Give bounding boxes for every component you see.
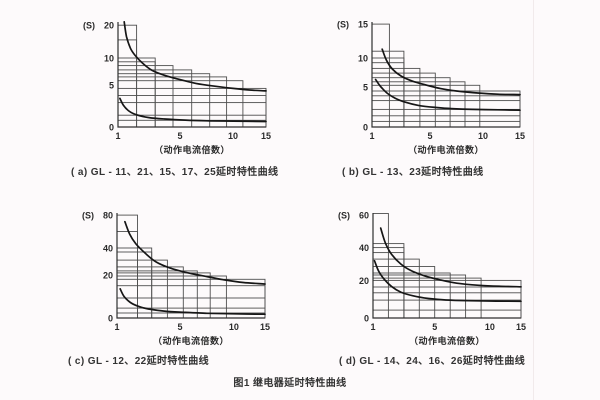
svg-text:15: 15 [260,322,270,332]
svg-text:(S): (S) [83,21,95,31]
svg-text:5: 5 [177,322,182,332]
svg-text:0: 0 [109,123,114,133]
svg-text:40: 40 [359,243,369,253]
svg-text:20: 20 [103,271,113,281]
svg-text:5: 5 [427,131,432,141]
figure-panel-d: 0 20 40 60 (S) 1 5 10 15 （动作电流倍数） ( d) GL - 14、24… [333,205,533,367]
svg-text:（动作电流倍数）: （动作电流倍数） [409,335,485,346]
svg-text:80: 80 [103,211,113,221]
chart-c-caption: ( c) GL - 12、22延时特性曲线 [68,356,210,367]
svg-text:(S): (S) [338,211,350,221]
svg-text:15: 15 [358,20,368,30]
figure-panel-a: 0 5 10 20 (S) 1 5 10 15 （动作电流倍数） ( a) GL - 11、21、… [71,14,278,178]
chart-d-caption: ( d) GL - 14、24、16、26延时特性曲线 [339,356,526,367]
svg-text:（动作电流倍数）: （动作电流倍数） [408,144,484,155]
svg-text:60: 60 [359,211,369,221]
figure-panel-b: 0 5 10 15 (S) 1 5 10 15 （动作电流倍数） ( b) GL - 13、23延… [332,14,532,178]
chart-a-caption: ( a) GL - 11、21、15、17、25延时特性曲线 [71,167,279,178]
svg-text:10: 10 [358,54,368,64]
upper-limit-curve [379,227,522,288]
page-edge-line [533,0,534,400]
svg-text:0: 0 [363,123,368,133]
svg-text:(S): (S) [337,20,349,30]
svg-text:1: 1 [114,322,119,332]
svg-text:（动作电流倍数）: （动作电流倍数） [153,335,229,346]
upper-limit-curve [381,48,521,96]
upper-limit-curve [123,21,267,92]
svg-text:40: 40 [103,244,113,254]
chart-b-caption: ( b) GL - 13、23延时特性曲线 [342,167,484,178]
svg-text:20: 20 [104,21,114,31]
svg-text:5: 5 [177,131,182,141]
svg-text:20: 20 [359,276,369,286]
svg-text:10: 10 [104,54,114,64]
svg-text:15: 15 [515,131,525,141]
svg-text:(S): (S) [82,211,94,221]
lower-limit-curve [373,259,522,303]
figure-title: 图1 继电器延时特性曲线 [233,378,347,389]
lower-limit-curve [374,78,521,112]
svg-text:15: 15 [261,131,271,141]
svg-text:1: 1 [369,131,374,141]
svg-text:5: 5 [432,322,437,332]
svg-text:（动作电流倍数）: （动作电流倍数） [154,144,230,155]
svg-text:1: 1 [370,322,375,332]
svg-text:10: 10 [229,322,239,332]
svg-text:5: 5 [109,81,114,91]
lower-limit-curve [119,97,267,123]
lower-limit-curve [119,288,266,316]
svg-text:0: 0 [108,314,113,324]
svg-text:0: 0 [364,314,369,324]
svg-text:5: 5 [363,83,368,93]
svg-text:15: 15 [516,322,526,332]
svg-text:1: 1 [115,131,120,141]
upper-limit-curve [124,220,266,285]
svg-text:10: 10 [478,131,488,141]
svg-text:10: 10 [485,322,495,332]
svg-text:10: 10 [228,131,238,141]
figure-panel-c: 0 20 40 80 (S) 1 5 10 15 （动作电流倍数） ( c) GL - 12、22… [68,205,277,367]
